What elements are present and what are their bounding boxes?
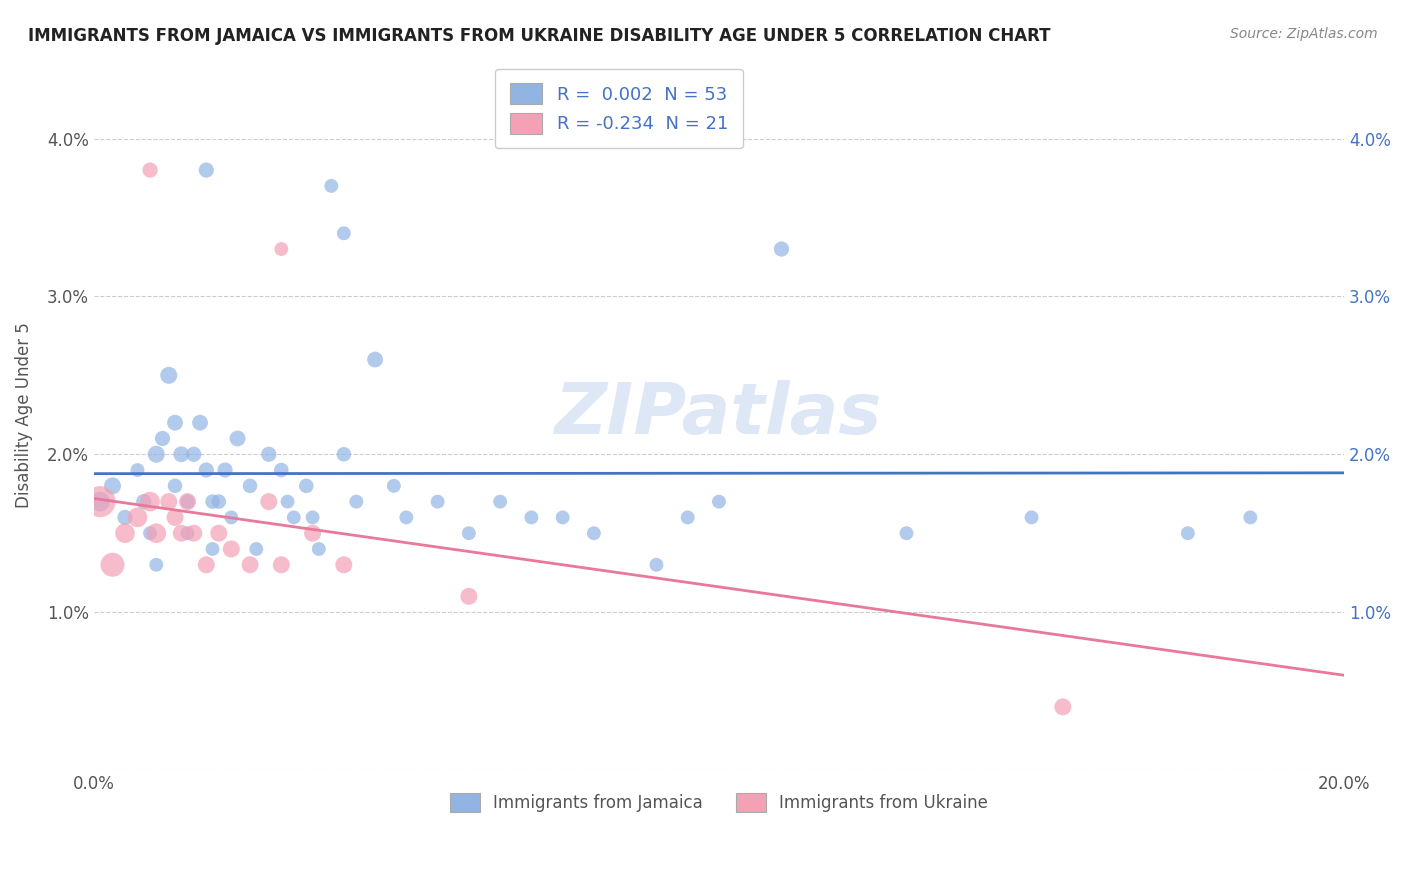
Point	[139, 494, 162, 508]
Point	[201, 541, 224, 556]
Point	[426, 494, 449, 508]
Point	[208, 526, 231, 541]
Point	[1052, 699, 1074, 714]
Point	[114, 510, 136, 524]
Point	[170, 526, 193, 541]
Text: IMMIGRANTS FROM JAMAICA VS IMMIGRANTS FROM UKRAINE DISABILITY AGE UNDER 5 CORREL: IMMIGRANTS FROM JAMAICA VS IMMIGRANTS FR…	[28, 27, 1050, 45]
Point	[896, 526, 918, 541]
Point	[139, 526, 162, 541]
Point	[221, 510, 243, 524]
Point	[257, 447, 280, 461]
Point	[489, 494, 512, 508]
Point	[270, 558, 292, 572]
Point	[239, 558, 262, 572]
Point	[163, 479, 186, 493]
Point	[277, 494, 299, 508]
Point	[89, 494, 111, 508]
Point	[163, 416, 186, 430]
Point	[1239, 510, 1261, 524]
Point	[1177, 526, 1199, 541]
Point	[201, 494, 224, 508]
Point	[139, 163, 162, 178]
Point	[195, 163, 218, 178]
Point	[333, 226, 356, 240]
Point	[1083, 810, 1105, 824]
Point	[321, 178, 343, 193]
Point	[101, 558, 124, 572]
Point	[245, 541, 267, 556]
Point	[157, 368, 180, 383]
Point	[257, 494, 280, 508]
Point	[176, 494, 198, 508]
Point	[89, 494, 111, 508]
Point	[283, 510, 305, 524]
Point	[645, 558, 668, 572]
Point	[145, 558, 167, 572]
Point	[208, 494, 231, 508]
Point	[295, 479, 318, 493]
Point	[163, 510, 186, 524]
Point	[176, 494, 198, 508]
Point	[520, 510, 543, 524]
Point	[333, 447, 356, 461]
Point	[344, 494, 367, 508]
Point	[270, 463, 292, 477]
Y-axis label: Disability Age Under 5: Disability Age Under 5	[15, 322, 32, 508]
Point	[145, 447, 167, 461]
Point	[270, 242, 292, 256]
Point	[457, 590, 479, 604]
Point	[395, 510, 418, 524]
Point	[333, 558, 356, 572]
Legend: Immigrants from Jamaica, Immigrants from Ukraine: Immigrants from Jamaica, Immigrants from…	[436, 780, 1001, 826]
Text: Source: ZipAtlas.com: Source: ZipAtlas.com	[1230, 27, 1378, 41]
Point	[551, 510, 574, 524]
Point	[157, 494, 180, 508]
Point	[382, 479, 405, 493]
Point	[188, 416, 211, 430]
Point	[195, 558, 218, 572]
Point	[221, 541, 243, 556]
Point	[301, 510, 323, 524]
Point	[676, 510, 699, 524]
Point	[170, 447, 193, 461]
Point	[145, 526, 167, 541]
Point	[1021, 510, 1043, 524]
Point	[301, 526, 323, 541]
Point	[308, 541, 330, 556]
Point	[239, 479, 262, 493]
Point	[770, 242, 793, 256]
Point	[226, 432, 249, 446]
Point	[457, 526, 479, 541]
Point	[195, 463, 218, 477]
Point	[101, 479, 124, 493]
Point	[132, 494, 155, 508]
Point	[127, 463, 149, 477]
Point	[707, 494, 730, 508]
Point	[214, 463, 236, 477]
Text: ZIPatlas: ZIPatlas	[555, 380, 883, 450]
Point	[582, 526, 605, 541]
Point	[183, 526, 205, 541]
Point	[183, 447, 205, 461]
Point	[364, 352, 387, 367]
Point	[114, 526, 136, 541]
Point	[176, 526, 198, 541]
Point	[127, 510, 149, 524]
Point	[152, 432, 174, 446]
